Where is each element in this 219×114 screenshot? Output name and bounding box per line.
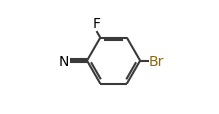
Text: Br: Br: [149, 54, 164, 68]
Text: F: F: [92, 17, 101, 31]
Text: N: N: [59, 54, 69, 68]
